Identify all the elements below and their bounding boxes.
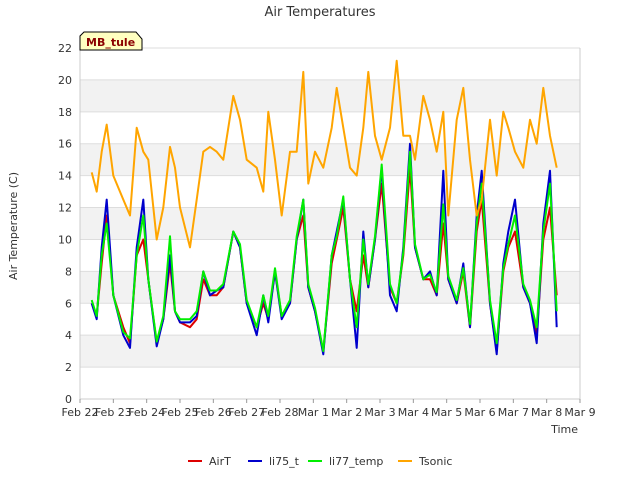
y-tick-label: 18 xyxy=(58,106,72,119)
x-tick-label: Feb 24 xyxy=(128,406,165,419)
series-line-li77-temp xyxy=(90,150,558,353)
x-tick-label: Mar 1 xyxy=(298,406,329,419)
series-group xyxy=(90,59,558,356)
series-line-tsonic xyxy=(90,59,558,249)
y-tick-label: 10 xyxy=(58,233,72,246)
x-tick-label: Feb 26 xyxy=(195,406,232,419)
y-tick-label: 20 xyxy=(58,74,72,87)
site-label-text: MB_tule xyxy=(86,36,135,49)
x-tick-label: Mar 5 xyxy=(431,406,462,419)
y-tick-label: 12 xyxy=(58,202,72,215)
plot-band xyxy=(80,207,580,240)
x-tick-label: Mar 4 xyxy=(398,406,429,419)
x-tick-label: Feb 27 xyxy=(228,406,265,419)
x-tick-label: Mar 6 xyxy=(464,406,495,419)
y-tick-label: 16 xyxy=(58,138,72,151)
plot-band xyxy=(80,175,580,208)
x-tick-label: Mar 2 xyxy=(331,406,362,419)
chart-title: Air Temperatures xyxy=(264,5,375,20)
y-tick-label: 8 xyxy=(65,265,72,278)
axes xyxy=(79,48,581,400)
legend-label: li75_t xyxy=(269,455,300,468)
x-tick-label: Mar 8 xyxy=(531,406,562,419)
y-axis-label: Air Temperature (C) xyxy=(7,172,20,280)
x-axis-label: Time xyxy=(550,423,578,436)
plot-band xyxy=(80,79,580,112)
legend: AirT li75_t li77_temp Tsonic xyxy=(188,455,452,468)
y-tick-labels: 0 2 4 6 8 10 12 14 16 18 20 22 xyxy=(58,42,72,406)
x-tick-label: Feb 28 xyxy=(262,406,299,419)
y-tick-label: 4 xyxy=(65,329,72,342)
legend-label: li77_temp xyxy=(329,455,383,468)
y-tick-label: 6 xyxy=(65,297,72,310)
x-tick-label: Feb 25 xyxy=(162,406,199,419)
legend-label: AirT xyxy=(209,455,231,468)
plot-band xyxy=(80,48,580,80)
plot-band xyxy=(80,143,580,176)
y-tick-label: 14 xyxy=(58,170,72,183)
x-tick-label: Mar 9 xyxy=(564,406,595,419)
x-tick-label: Mar 7 xyxy=(498,406,529,419)
y-tick-label: 22 xyxy=(58,42,72,55)
x-tick-label: Feb 23 xyxy=(95,406,132,419)
x-tick-label: Feb 22 xyxy=(62,406,99,419)
y-tick-label: 2 xyxy=(65,361,72,374)
plot-band xyxy=(80,367,580,399)
site-label-badge: MB_tule xyxy=(79,31,143,51)
site-label-box xyxy=(79,31,143,51)
legend-label: Tsonic xyxy=(418,455,452,468)
x-tick-label: Mar 3 xyxy=(364,406,395,419)
y-tick-label: 0 xyxy=(65,393,72,406)
